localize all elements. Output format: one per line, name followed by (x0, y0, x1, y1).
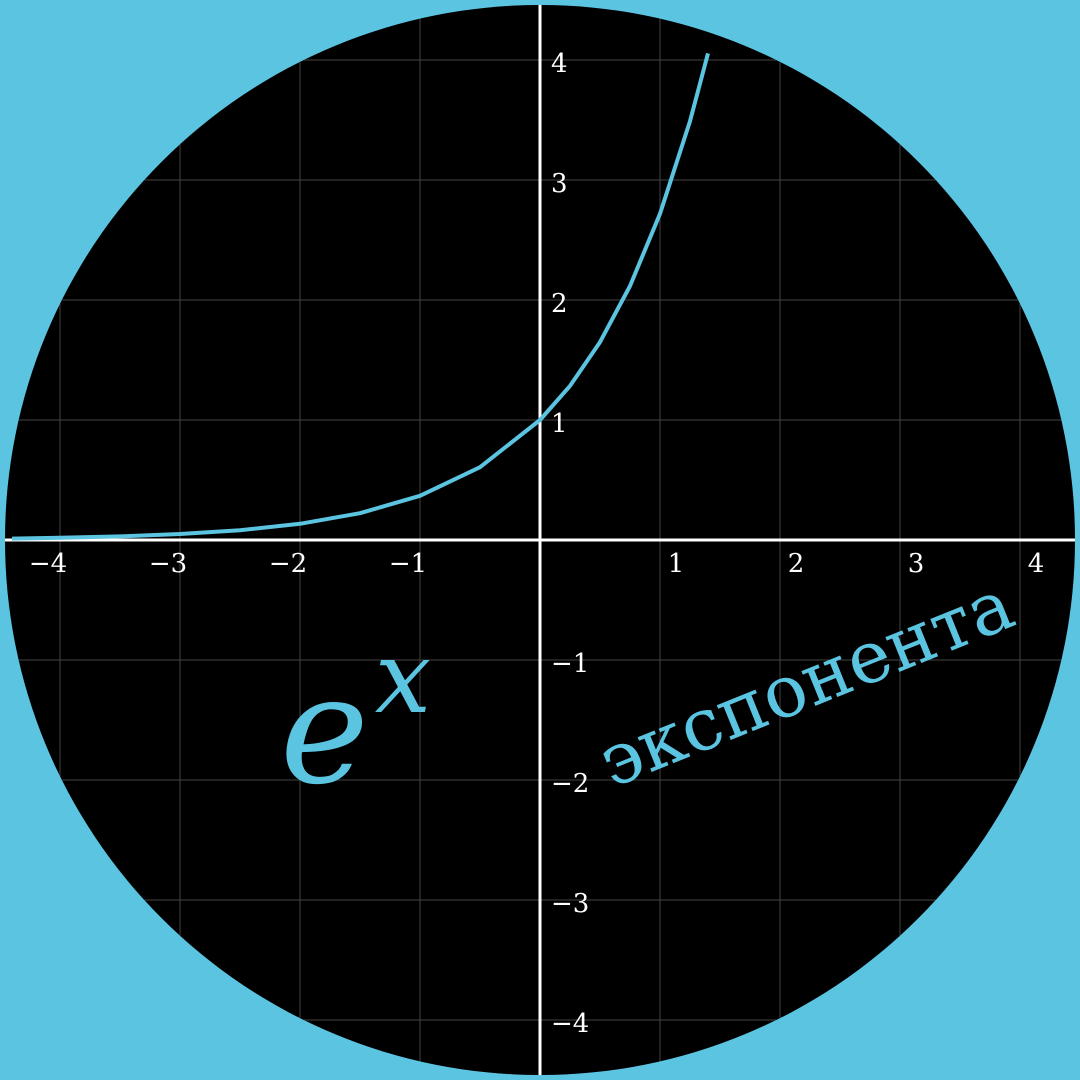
x-tick-label: −4 (29, 549, 67, 579)
formula-label: ex (280, 619, 431, 818)
formula-exponent: x (375, 619, 431, 736)
formula-base: e (280, 644, 369, 818)
x-tick-label: 1 (668, 549, 685, 579)
x-tick-label: −2 (269, 549, 307, 579)
y-tick-label: 4 (551, 49, 568, 79)
y-tick-label: 3 (551, 169, 568, 199)
x-tick-label: 2 (788, 549, 805, 579)
y-tick-label: 2 (551, 289, 568, 319)
x-tick-label: 4 (1028, 549, 1045, 579)
tick-labels: −4 −3 −2 −1 1 2 3 4 4 3 2 1 −1 −2 −3 −4 (29, 49, 1044, 1039)
y-tick-label: −4 (551, 1009, 589, 1039)
y-tick-label: −2 (551, 769, 589, 799)
y-tick-label: −1 (551, 649, 589, 679)
y-tick-label: −3 (551, 889, 589, 919)
x-tick-label: −1 (389, 549, 427, 579)
x-tick-label: 3 (908, 549, 925, 579)
y-tick-label: 1 (551, 409, 568, 439)
x-tick-label: −3 (149, 549, 187, 579)
exp-curve (11, 52, 710, 541)
